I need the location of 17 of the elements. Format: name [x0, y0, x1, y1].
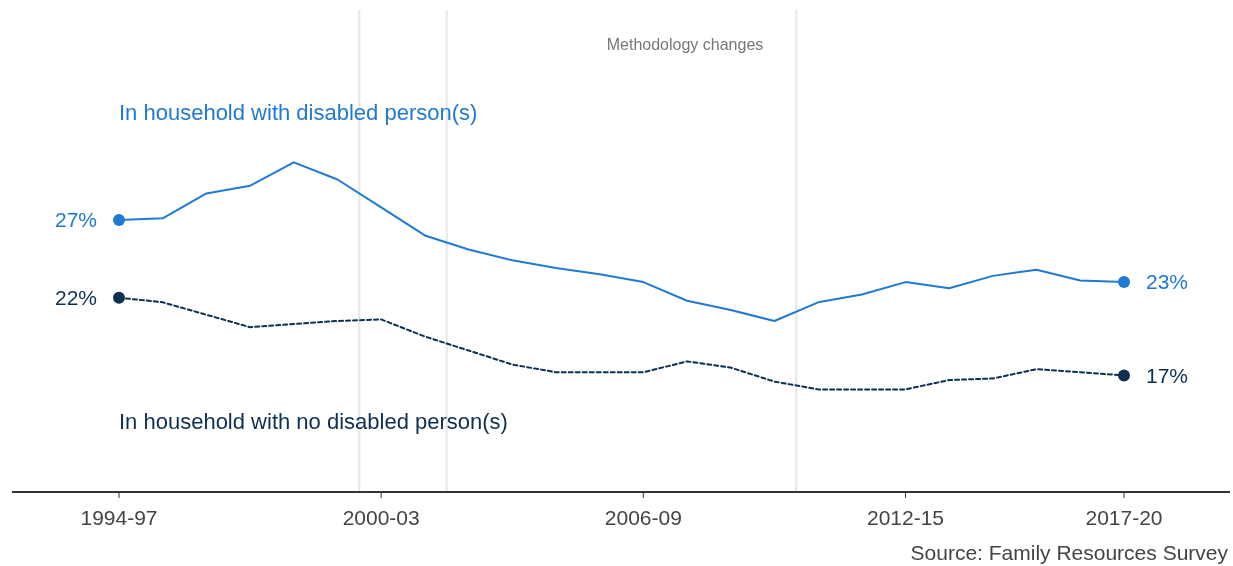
text: In household with disabled person(s) [119, 100, 478, 126]
data-label: 23% [1146, 270, 1189, 294]
annotation: Methodology changes [606, 36, 764, 53]
source-note: Source: Family Resources Survey [910, 541, 1229, 564]
x-tick-label: 1994-97 [80, 506, 158, 529]
point [1118, 276, 1130, 289]
point [113, 213, 125, 226]
point [113, 291, 125, 304]
data-label: 27% [54, 208, 97, 232]
x-tick-label: 2012-15 [866, 506, 945, 529]
x-tick-label: 2000-03 [342, 506, 420, 529]
data-label: 22% [54, 286, 97, 309]
x-tick-label: 2006-09 [604, 506, 682, 529]
data-label: 17% [1146, 363, 1189, 387]
point [1118, 369, 1130, 382]
text: In household with no disabled person(s) [119, 409, 508, 435]
x-tick-label: 2017-20 [1085, 506, 1163, 529]
